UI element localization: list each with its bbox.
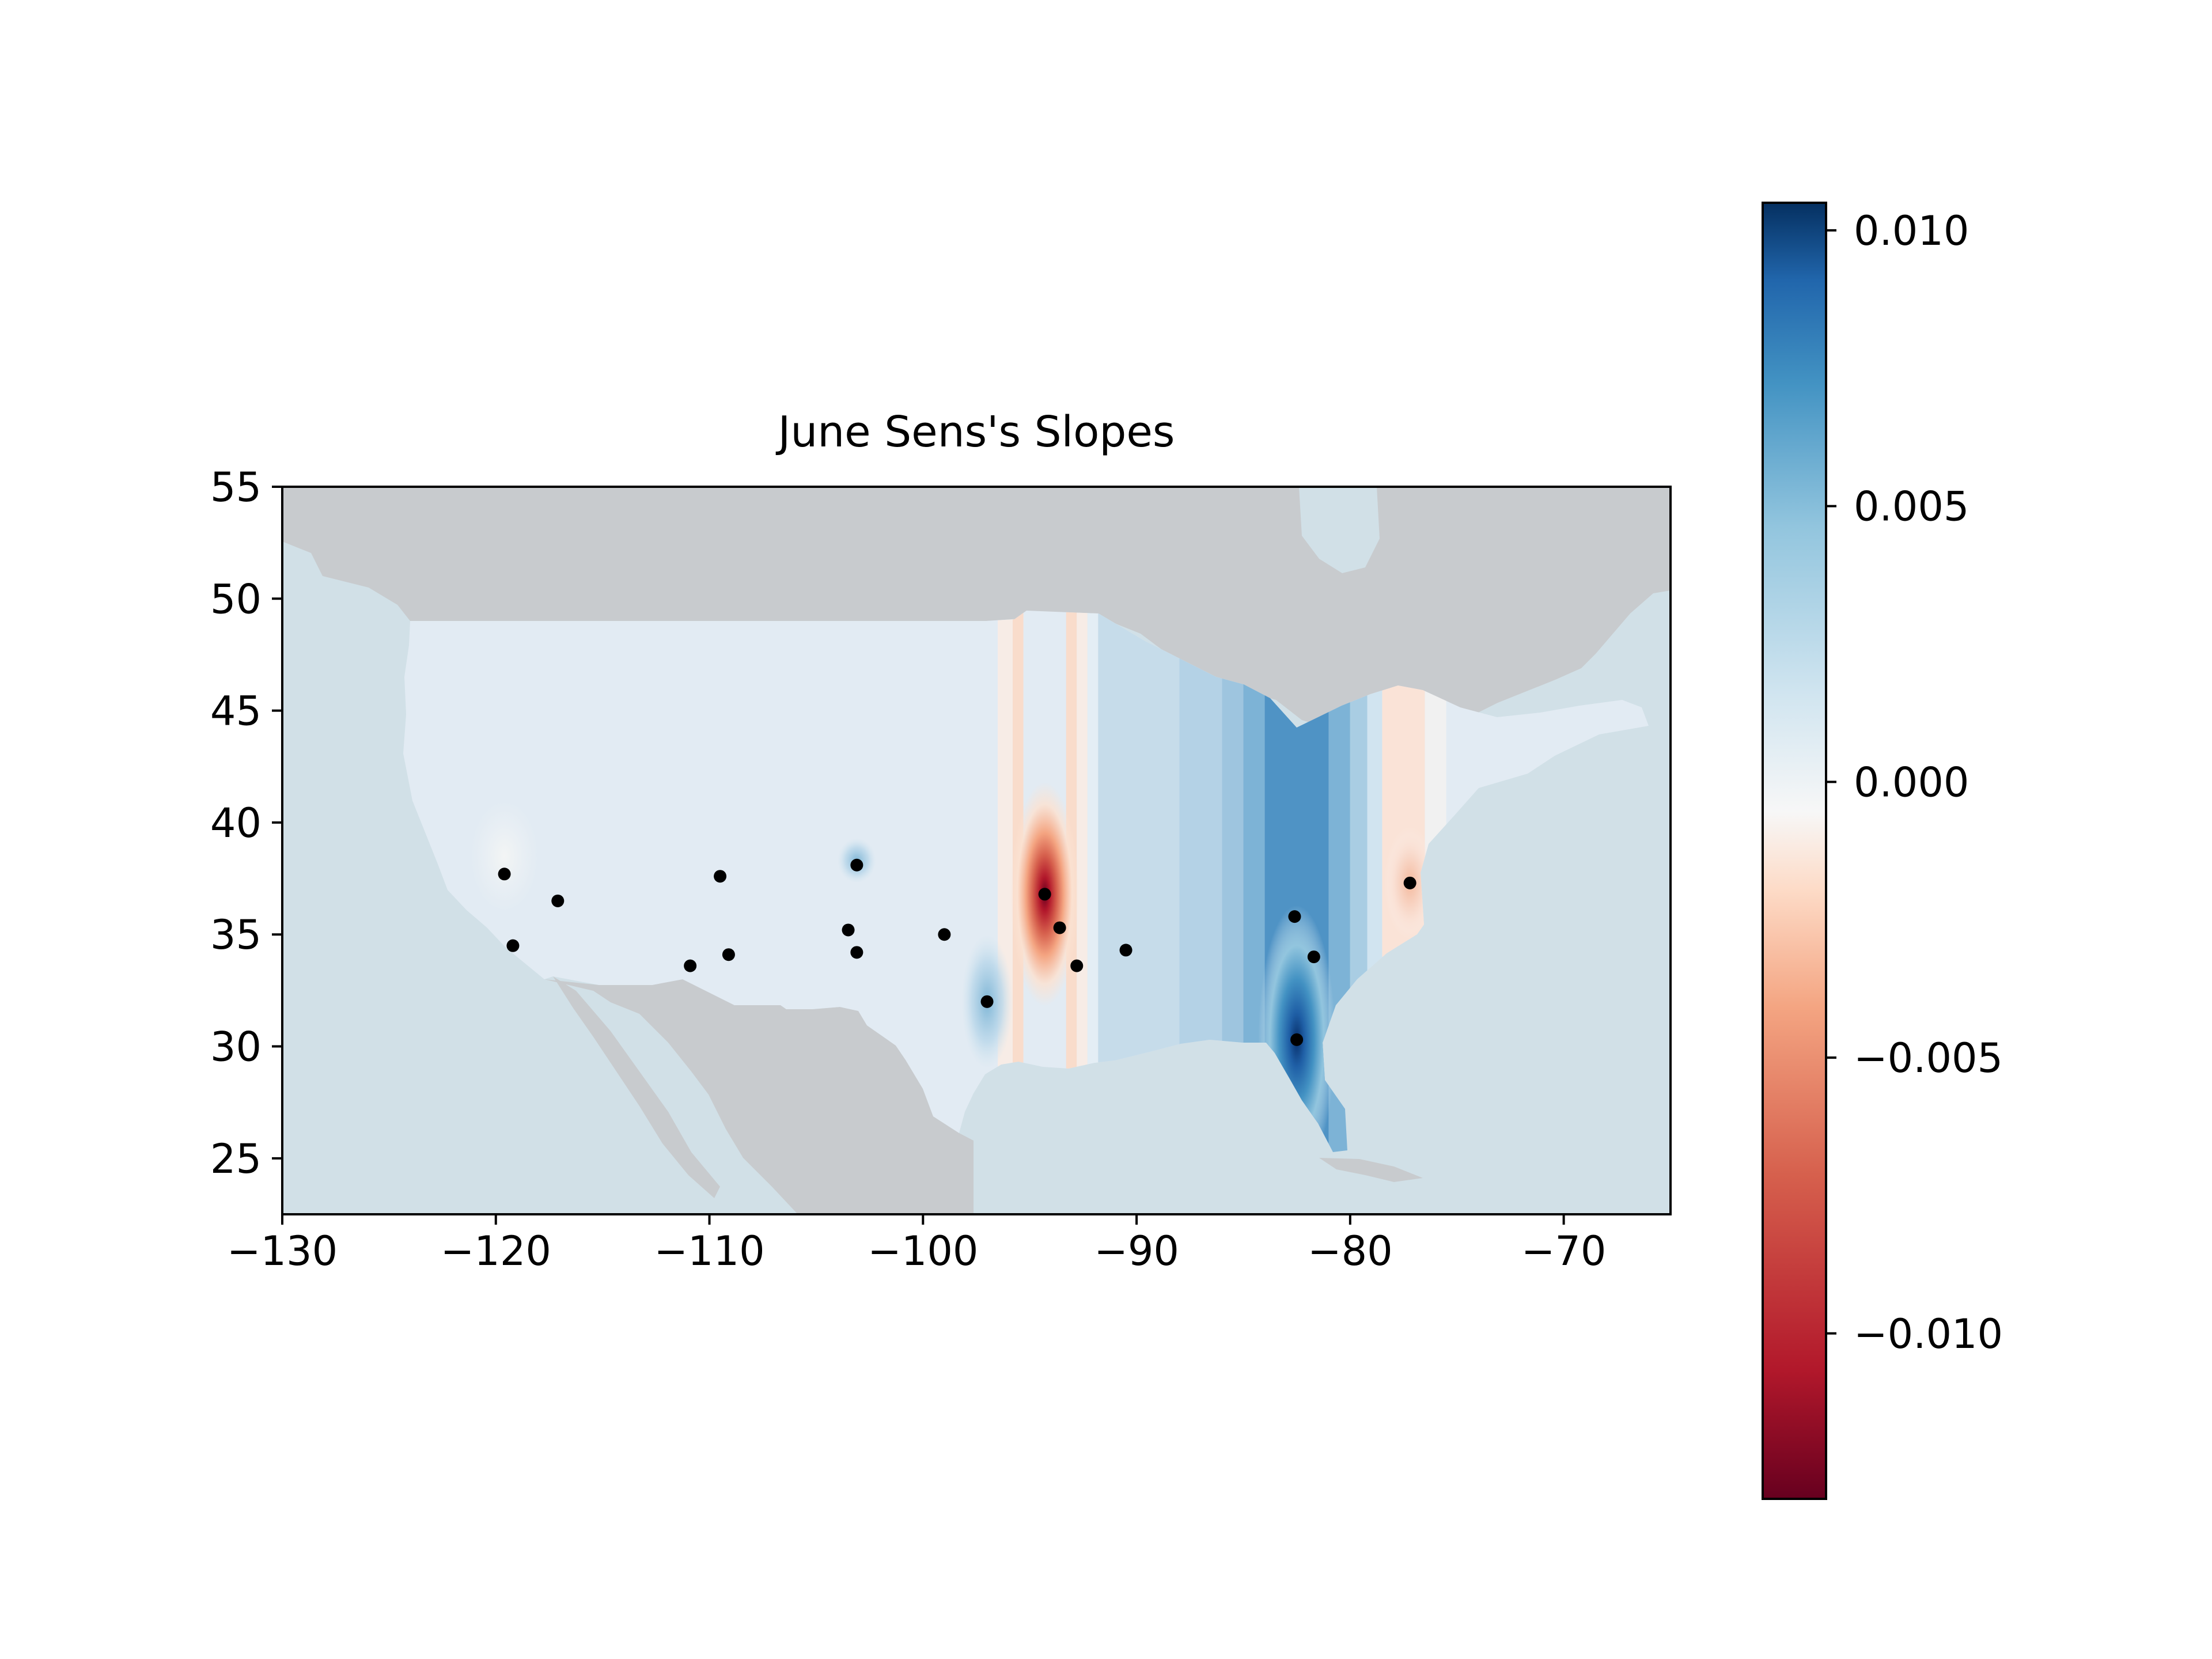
station-point-2 xyxy=(506,939,520,952)
station-markers xyxy=(498,858,1416,1046)
field-anomaly-4 xyxy=(470,800,539,912)
colorbar-tick-label: −0.005 xyxy=(1854,1035,2003,1082)
y-tick-label: 30 xyxy=(210,1024,262,1071)
colorbar-gradient xyxy=(1763,203,1826,1499)
colorbar: 0.010 0.005 0.000 −0.005 −0.010 xyxy=(1762,202,2003,1500)
field-band-0 xyxy=(998,611,1013,1152)
station-point-8 xyxy=(850,946,863,959)
y-tick-label: 40 xyxy=(210,800,262,847)
plot-frame xyxy=(281,486,1672,1215)
station-point-3 xyxy=(714,870,727,883)
chart-title: June Sens's Slopes xyxy=(776,407,1175,457)
x-tick-label: −70 xyxy=(1521,1228,1607,1275)
x-tick-label: −90 xyxy=(1094,1228,1179,1275)
station-point-4 xyxy=(684,959,697,972)
station-point-12 xyxy=(1053,921,1066,934)
station-point-1 xyxy=(551,894,565,907)
y-tick-label: 35 xyxy=(210,911,262,959)
y-tick-label: 25 xyxy=(210,1135,262,1183)
map-plot-area xyxy=(282,487,1671,1214)
station-point-10 xyxy=(980,995,994,1008)
x-tick-label: −80 xyxy=(1308,1228,1393,1275)
station-point-0 xyxy=(498,868,511,881)
station-point-9 xyxy=(938,928,951,941)
x-tick-label: −110 xyxy=(654,1228,764,1275)
colorbar-ticks: 0.010 0.005 0.000 −0.005 −0.010 xyxy=(1826,207,2003,1358)
station-point-11 xyxy=(1038,888,1051,901)
station-point-7 xyxy=(842,923,855,937)
station-point-5 xyxy=(722,948,735,961)
x-tick-label: −120 xyxy=(441,1228,551,1275)
station-point-18 xyxy=(1403,876,1416,889)
station-point-14 xyxy=(1119,944,1132,957)
station-point-16 xyxy=(1290,1033,1304,1046)
y-tick-label: 50 xyxy=(210,575,262,623)
land-cuba xyxy=(1319,1158,1423,1182)
station-point-13 xyxy=(1070,959,1084,972)
x-tick-label: −130 xyxy=(227,1228,338,1275)
y-tick-label: 45 xyxy=(210,688,262,735)
field-band-4 xyxy=(1087,611,1099,1152)
hudson-bay xyxy=(1299,487,1380,573)
colorbar-frame xyxy=(1762,202,1827,1500)
land-mexico xyxy=(544,979,974,1214)
field-band-3 xyxy=(1077,611,1088,1152)
y-axis: 25 30 35 40 45 50 55 xyxy=(210,464,282,1183)
station-point-17 xyxy=(1307,950,1320,964)
colorbar-tick-label: 0.010 xyxy=(1854,207,1969,255)
colorbar-tick-label: −0.010 xyxy=(1854,1310,2003,1358)
station-point-15 xyxy=(1288,910,1301,923)
x-tick-label: −100 xyxy=(868,1228,978,1275)
colorbar-tick-label: 0.000 xyxy=(1854,759,1969,806)
station-point-6 xyxy=(850,858,863,872)
baja-california xyxy=(553,976,720,1198)
colorbar-tick-label: 0.005 xyxy=(1854,483,1969,531)
y-tick-label: 55 xyxy=(210,464,262,511)
x-axis: −130 −120 −110 −100 −90 −80 −70 xyxy=(227,1214,1607,1275)
